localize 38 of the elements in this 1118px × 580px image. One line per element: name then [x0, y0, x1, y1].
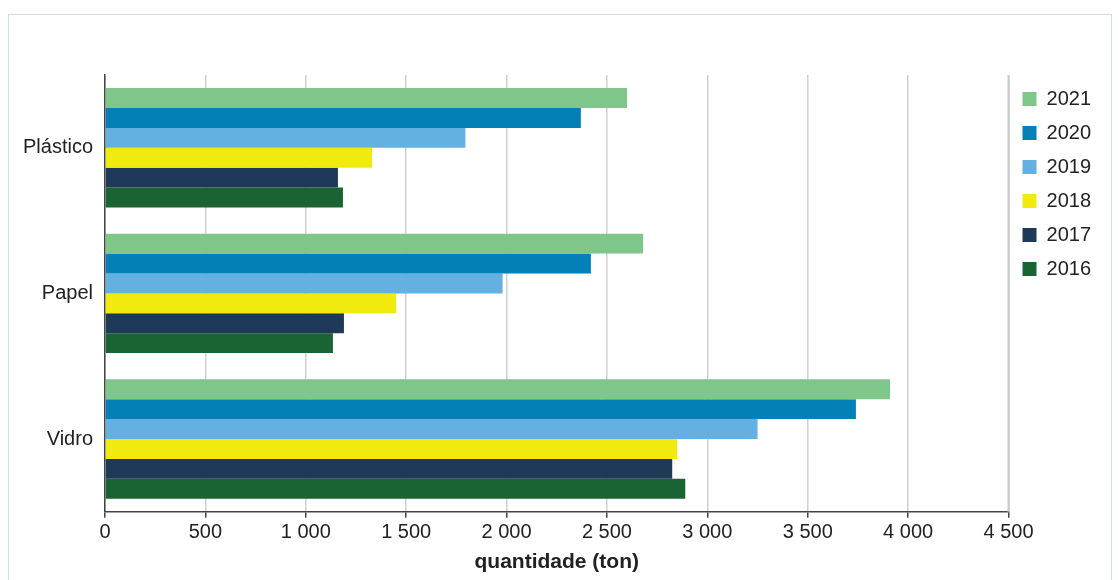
legend-label: 2017 — [1046, 222, 1092, 245]
legend-label: 2019 — [1046, 154, 1092, 177]
bar — [105, 167, 338, 188]
bar — [105, 313, 344, 334]
bar — [105, 333, 333, 354]
legend-label: 2018 — [1046, 188, 1092, 211]
x-tick-label: 4 500 — [983, 520, 1034, 543]
x-tick-label: 3 000 — [682, 520, 733, 543]
bar — [105, 458, 673, 479]
y-tick-label: Papel — [41, 280, 94, 303]
x-tick-label: 3 500 — [782, 520, 833, 543]
y-tick-label: Vidro — [46, 426, 94, 449]
bar — [105, 419, 758, 439]
bar — [105, 253, 591, 274]
x-tick-label: 1 000 — [280, 520, 331, 543]
bar — [105, 273, 503, 294]
bar — [105, 88, 628, 108]
x-tick-label: 2 500 — [581, 520, 632, 543]
x-tick-label: 0 — [99, 520, 111, 543]
bar — [105, 108, 581, 128]
bar — [105, 127, 466, 148]
legend-label: 2016 — [1046, 256, 1092, 279]
x-axis-title: quantidade (ton) — [474, 549, 640, 573]
bar — [105, 439, 678, 459]
bar — [105, 233, 644, 254]
bar — [105, 478, 686, 499]
bar — [105, 147, 373, 168]
legend-label: 2021 — [1046, 86, 1092, 109]
x-tick-label: 1 500 — [381, 520, 432, 543]
bar — [105, 187, 343, 208]
bar — [105, 379, 891, 400]
x-tick-label: 2 000 — [481, 520, 532, 543]
x-tick-label: 500 — [188, 520, 223, 543]
legend-label: 2020 — [1046, 120, 1092, 143]
bar — [105, 293, 397, 314]
y-tick-label: Plástico — [23, 135, 94, 158]
x-tick-label: 4 000 — [883, 520, 934, 543]
bar — [105, 399, 856, 420]
